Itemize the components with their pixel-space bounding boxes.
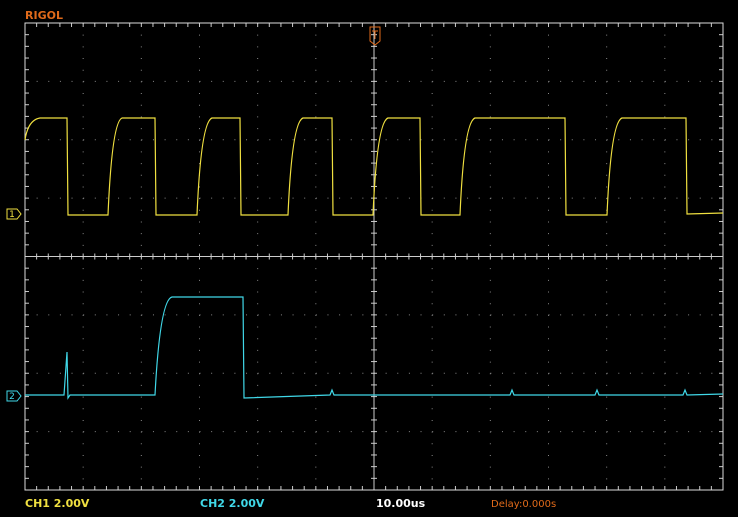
ch1-scale: CH1 2.00V xyxy=(25,497,90,510)
ch1-marker: 1 xyxy=(6,208,22,220)
brand-label: RIGOL xyxy=(25,9,63,22)
ch2-waveform xyxy=(25,296,724,400)
trigger-marker xyxy=(369,26,381,46)
ch2-scale: CH2 2.00V xyxy=(200,497,265,510)
ch2-marker-label: 2 xyxy=(9,392,15,402)
timebase: 10.00us xyxy=(376,497,426,510)
ch1-waveform xyxy=(24,117,724,216)
graticule-border xyxy=(24,22,724,491)
graticule xyxy=(24,22,724,490)
delay: Delay:0.000s xyxy=(491,499,556,510)
ch2-marker: 2 xyxy=(6,390,22,402)
ch1-marker-label: 1 xyxy=(9,210,15,220)
